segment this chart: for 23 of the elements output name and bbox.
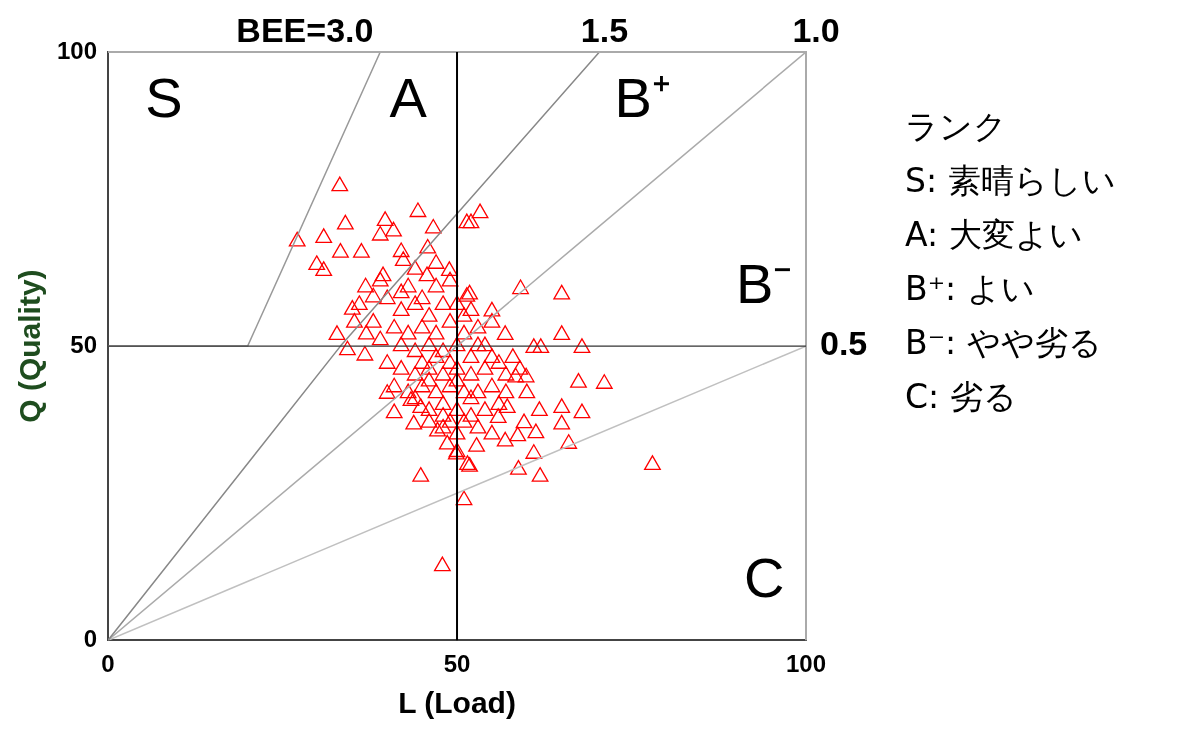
y-tick-label: 0 bbox=[83, 624, 98, 652]
y-axis-title: Q (Quality) bbox=[13, 269, 47, 423]
x-axis-title: L (Load) bbox=[398, 686, 516, 720]
annotation: B⁻ bbox=[735, 251, 793, 315]
series-label: 0.5 bbox=[820, 324, 868, 363]
text: S: 素晴らしい bbox=[905, 160, 1116, 202]
annotation: S bbox=[145, 66, 183, 130]
annotation: B⁺ bbox=[614, 66, 671, 130]
x-tick-label: 100 bbox=[785, 650, 827, 678]
text: ランク bbox=[905, 106, 1008, 148]
text: C: 劣る bbox=[905, 376, 1018, 418]
text: B⁻: やや劣る bbox=[905, 322, 1103, 364]
text: A: 大変よい bbox=[905, 214, 1084, 256]
annotation: C bbox=[743, 545, 785, 609]
series-label: 1.0 bbox=[792, 11, 840, 50]
series-label: BEE=3.0 bbox=[236, 11, 374, 50]
y-tick-label: 100 bbox=[57, 36, 98, 64]
annotation: A bbox=[389, 66, 428, 130]
y-tick-label: 50 bbox=[70, 330, 98, 358]
text: B⁺: よい bbox=[905, 268, 1036, 310]
x-tick-label: 50 bbox=[443, 650, 471, 678]
series-label: 1.5 bbox=[580, 11, 629, 50]
x-tick-label: 0 bbox=[101, 650, 115, 678]
